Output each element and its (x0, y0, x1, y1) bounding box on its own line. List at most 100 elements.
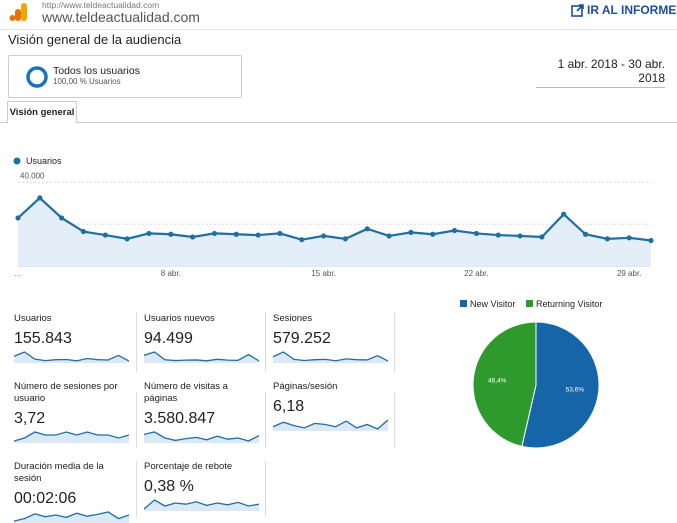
point (168, 231, 174, 237)
metric-card: Páginas/sesión 6,18 (273, 381, 391, 431)
sparkline-line (14, 431, 129, 442)
area (18, 197, 651, 266)
legend-label: Usuarios (26, 156, 62, 166)
x-tick-label: 15 abr. (311, 269, 335, 278)
slice-label: 46,4% (488, 378, 507, 385)
sparkline (14, 511, 129, 523)
report-link-text[interactable]: IR AL INFORME (587, 3, 677, 17)
metric-label: Usuarios nuevos (144, 313, 215, 324)
point (211, 230, 218, 237)
legend-label: New Visitor (470, 299, 515, 309)
legend-label: Returning Visitor (536, 299, 602, 309)
point (320, 233, 327, 239)
metric-label: Usuarios (14, 313, 52, 324)
point (190, 234, 196, 240)
site-name: www.teldeactualidad.com (42, 9, 200, 25)
metric-card: Duración media de la sesión 00:02:06 (14, 461, 132, 523)
metric-label: Páginas/sesión (273, 381, 338, 392)
point (342, 236, 349, 242)
sparkline-line (14, 511, 129, 522)
date-range[interactable]: 1 abr. 2018 - 30 abr. 2018 (536, 57, 665, 88)
sparkline-line (14, 351, 129, 362)
url-small: http://www.teldeactualidad.com (42, 0, 160, 10)
pie-slice (472, 321, 537, 447)
sparkline-line (273, 351, 388, 362)
y-tick-label: 40.000 (20, 171, 45, 180)
sparkline (14, 351, 129, 363)
header-divider (0, 29, 677, 30)
metric-label: Duración media de la sesión (14, 461, 104, 484)
point (364, 226, 370, 232)
point (539, 234, 545, 240)
metric-card: Usuarios 155.843 (14, 313, 132, 363)
separator (265, 312, 266, 372)
metric-label: Sesiones (273, 313, 313, 324)
metric-label: Número de sesiones por usuario (14, 381, 118, 404)
point (15, 215, 21, 221)
point (255, 232, 261, 238)
metric-card: Número de sesiones por usuario 3,72 (14, 381, 132, 443)
point (386, 233, 392, 239)
analytics-logo (9, 3, 27, 21)
tab[interactable]: Visión general (7, 101, 77, 124)
point (233, 231, 239, 237)
sparkline-line (273, 419, 388, 430)
sparkline-line (144, 351, 259, 362)
metric-card: Número de visitas a páginas 3.580.847 (144, 381, 262, 443)
metric-value: 6,18 (273, 398, 305, 415)
external-icon (571, 3, 584, 17)
separator (265, 461, 266, 517)
point (451, 227, 458, 234)
point (648, 237, 654, 244)
page-title: Visión general de la audiencia (8, 32, 182, 47)
metric-label: Número de visitas a páginas (144, 381, 228, 404)
segment-ring (26, 66, 48, 88)
metric-label: Porcentaje de rebote (144, 461, 233, 472)
point (277, 230, 283, 237)
metric-card: Usuarios nuevos 94.499 (144, 313, 262, 363)
metric-value: 00:02:06 (14, 490, 77, 507)
point (299, 237, 305, 243)
legend-swatch (526, 300, 533, 307)
sparkline (14, 431, 129, 443)
point (473, 230, 479, 237)
point (124, 236, 130, 242)
point (604, 236, 610, 242)
legend-swatch (460, 300, 467, 307)
separator (136, 461, 137, 517)
slice-label: 53,6% (566, 386, 585, 393)
point (582, 231, 589, 237)
sparkline (144, 499, 259, 511)
sparkline-area (144, 432, 259, 443)
point (517, 233, 523, 239)
metric-value: 3,72 (14, 410, 46, 427)
tab-divider (0, 122, 677, 123)
metric-value: 3.580.847 (144, 410, 216, 427)
point (408, 229, 414, 235)
x-tick-label: ... (15, 269, 22, 278)
pie-slice (521, 321, 600, 449)
point (495, 232, 501, 238)
sparkline-line (144, 499, 259, 510)
separator (136, 312, 137, 372)
report-link[interactable]: IR AL INFORME (571, 3, 676, 17)
point (561, 211, 567, 217)
point (102, 232, 108, 238)
sparkline-area (14, 352, 129, 363)
point (80, 228, 87, 235)
point (430, 231, 436, 237)
sparkline-area (273, 420, 388, 431)
sparkline-area (144, 500, 259, 511)
separator (394, 392, 395, 448)
point (37, 195, 43, 201)
line-chart: 20.00040.000...8 abr.15 abr.22 abr.29 ab… (13, 156, 654, 278)
point (626, 235, 632, 241)
sparkline-area (14, 512, 129, 523)
segment-box[interactable]: Todos los usuarios 100,00 % Usuarios (8, 55, 242, 98)
metric-card: Sesiones 579.252 (273, 313, 391, 363)
separator (136, 392, 137, 448)
point (59, 215, 65, 221)
line (17, 196, 652, 242)
metric-value: 579.252 (273, 330, 331, 347)
